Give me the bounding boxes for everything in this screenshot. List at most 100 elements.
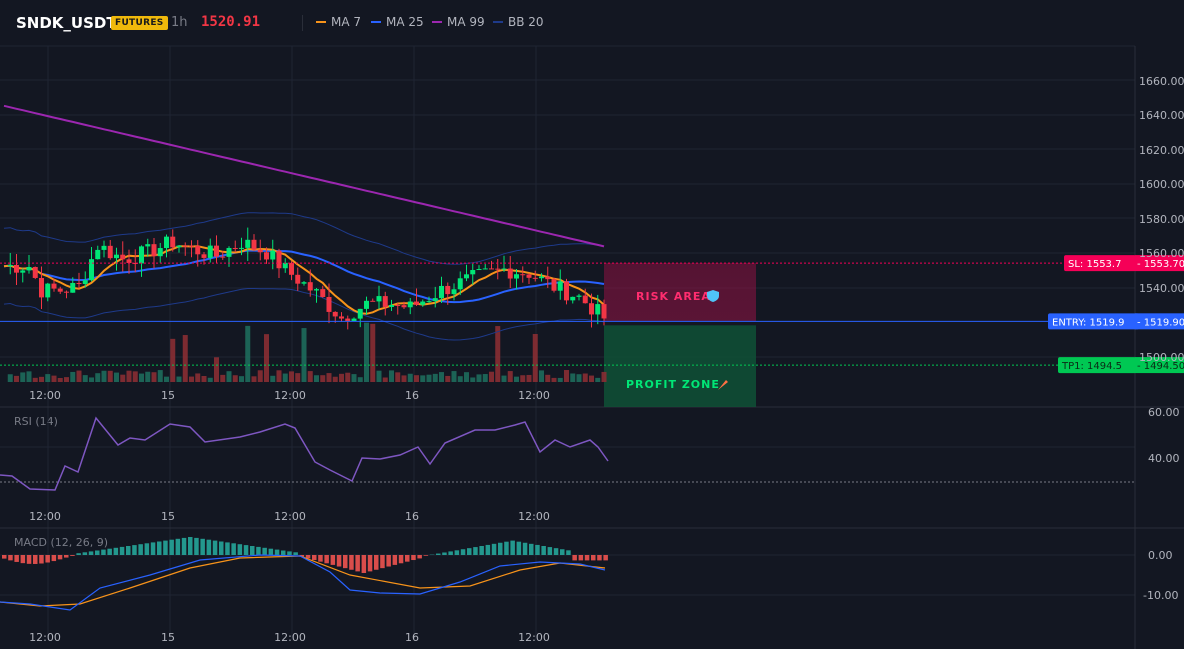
candle-body xyxy=(226,247,232,257)
legend-bb20[interactable]: BB 20 xyxy=(493,15,544,29)
volume-bars xyxy=(7,322,607,382)
macd-histogram-bar xyxy=(95,550,100,555)
volume-bar xyxy=(576,374,582,382)
macd-histogram-bar xyxy=(398,555,404,564)
candle-body xyxy=(201,254,207,258)
take-profit-axis-label xyxy=(1135,357,1184,374)
volume-bar xyxy=(426,374,432,382)
volume-bar xyxy=(95,373,101,382)
macd-histogram-bar xyxy=(64,555,69,558)
macd-histogram-bar xyxy=(460,549,466,555)
macd-histogram-bar xyxy=(2,555,7,559)
volume-bar xyxy=(489,371,494,382)
candle-body xyxy=(107,245,113,259)
macd-histogram-bar xyxy=(560,549,565,555)
volume-bar xyxy=(401,375,407,382)
candle-body xyxy=(395,304,401,306)
legend-label: MA 25 xyxy=(386,15,424,29)
macd-histogram-bar xyxy=(26,555,32,564)
entry-tag xyxy=(1048,313,1140,330)
candle-body xyxy=(251,239,257,250)
volume-bar xyxy=(282,373,288,382)
time-tick: 15 xyxy=(161,510,175,523)
macd-histogram-bar xyxy=(88,551,94,555)
volume-bar xyxy=(207,377,213,382)
legend-label: MA 99 xyxy=(447,15,485,29)
time-tick: 16 xyxy=(405,510,419,523)
macd-histogram-bar xyxy=(553,548,559,555)
candle-body xyxy=(164,236,169,249)
candle-body xyxy=(114,254,119,259)
candle-body xyxy=(507,268,513,279)
volume-bar xyxy=(76,370,82,382)
timeframe-label[interactable]: 1h xyxy=(171,15,188,30)
shield-icon xyxy=(707,290,719,302)
candle-body xyxy=(439,285,444,299)
volume-bar xyxy=(214,357,219,382)
volume-bar xyxy=(470,377,476,382)
volume-bar xyxy=(164,376,169,382)
volume-bar xyxy=(326,373,332,382)
macd-histogram-bar xyxy=(150,542,156,555)
candle-body xyxy=(45,283,51,298)
candle-body xyxy=(320,289,326,297)
candle-body xyxy=(282,262,288,269)
candle-body xyxy=(207,245,213,258)
candle-body xyxy=(232,247,238,249)
time-tick: 15 xyxy=(161,389,175,402)
macd-histogram-bar xyxy=(70,555,75,556)
macd-histogram-bar xyxy=(181,537,187,555)
volume-bar xyxy=(520,375,526,382)
candle-body xyxy=(189,245,194,247)
macd-histogram-bar xyxy=(411,555,416,561)
macd-histogram-bar xyxy=(194,537,199,555)
time-axis-main[interactable]: 12:00 15 12:00 16 12:00 xyxy=(29,389,550,402)
candle-body xyxy=(289,262,294,275)
macd-histogram-bar xyxy=(423,555,429,556)
chart-header: SNDK_USDT FUTURES 1h 1520.91 MA 7 MA 25 … xyxy=(0,0,1184,46)
bb-upper-line xyxy=(3,212,605,265)
volume-bar xyxy=(476,374,482,382)
macd-histogram-bar xyxy=(386,555,391,567)
candle-body xyxy=(89,259,94,281)
candle-body xyxy=(295,274,301,284)
macd-histogram-bar xyxy=(318,555,323,562)
volume-bar xyxy=(351,374,357,382)
entry-axis-label xyxy=(1135,313,1184,330)
volume-bar xyxy=(445,375,451,382)
macd-histogram-bar xyxy=(454,550,460,555)
time-tick: 16 xyxy=(405,389,419,402)
volume-bar xyxy=(451,371,457,382)
volume-bar xyxy=(245,325,251,382)
macd-histogram-bar xyxy=(57,555,63,560)
macd-histogram-bar xyxy=(380,555,385,569)
candle-body xyxy=(601,304,607,319)
candle-body xyxy=(176,245,182,248)
ma25-swatch-icon xyxy=(371,21,381,23)
legend-ma99[interactable]: MA 99 xyxy=(432,15,485,29)
legend-ma25[interactable]: MA 25 xyxy=(371,15,424,29)
price-axis[interactable]: 1660.00 1640.00 1620.00 1600.00 1580.00 … xyxy=(1139,75,1184,364)
volume-bar xyxy=(457,376,463,382)
macd-histogram-bar xyxy=(436,553,441,555)
candle-body xyxy=(276,250,282,269)
volume-bar xyxy=(501,375,507,382)
symbol-name[interactable]: SNDK_USDT xyxy=(16,14,117,32)
candle-body xyxy=(32,267,38,278)
volume-bar xyxy=(195,373,201,382)
candle-body xyxy=(57,288,63,292)
pane-separators xyxy=(0,46,1184,649)
volume-bar xyxy=(532,333,538,382)
candle-body xyxy=(589,303,594,315)
volume-bar xyxy=(582,373,588,382)
legend-ma7[interactable]: MA 7 xyxy=(316,15,361,29)
candle-body xyxy=(101,245,107,250)
volume-bar xyxy=(145,371,151,382)
macd-histogram-bar xyxy=(485,544,491,555)
time-tick: 16 xyxy=(405,631,419,644)
volume-bar xyxy=(64,377,69,382)
candle-body xyxy=(595,304,601,315)
volume-bar xyxy=(45,374,51,382)
macd-histogram-bar xyxy=(349,555,354,570)
